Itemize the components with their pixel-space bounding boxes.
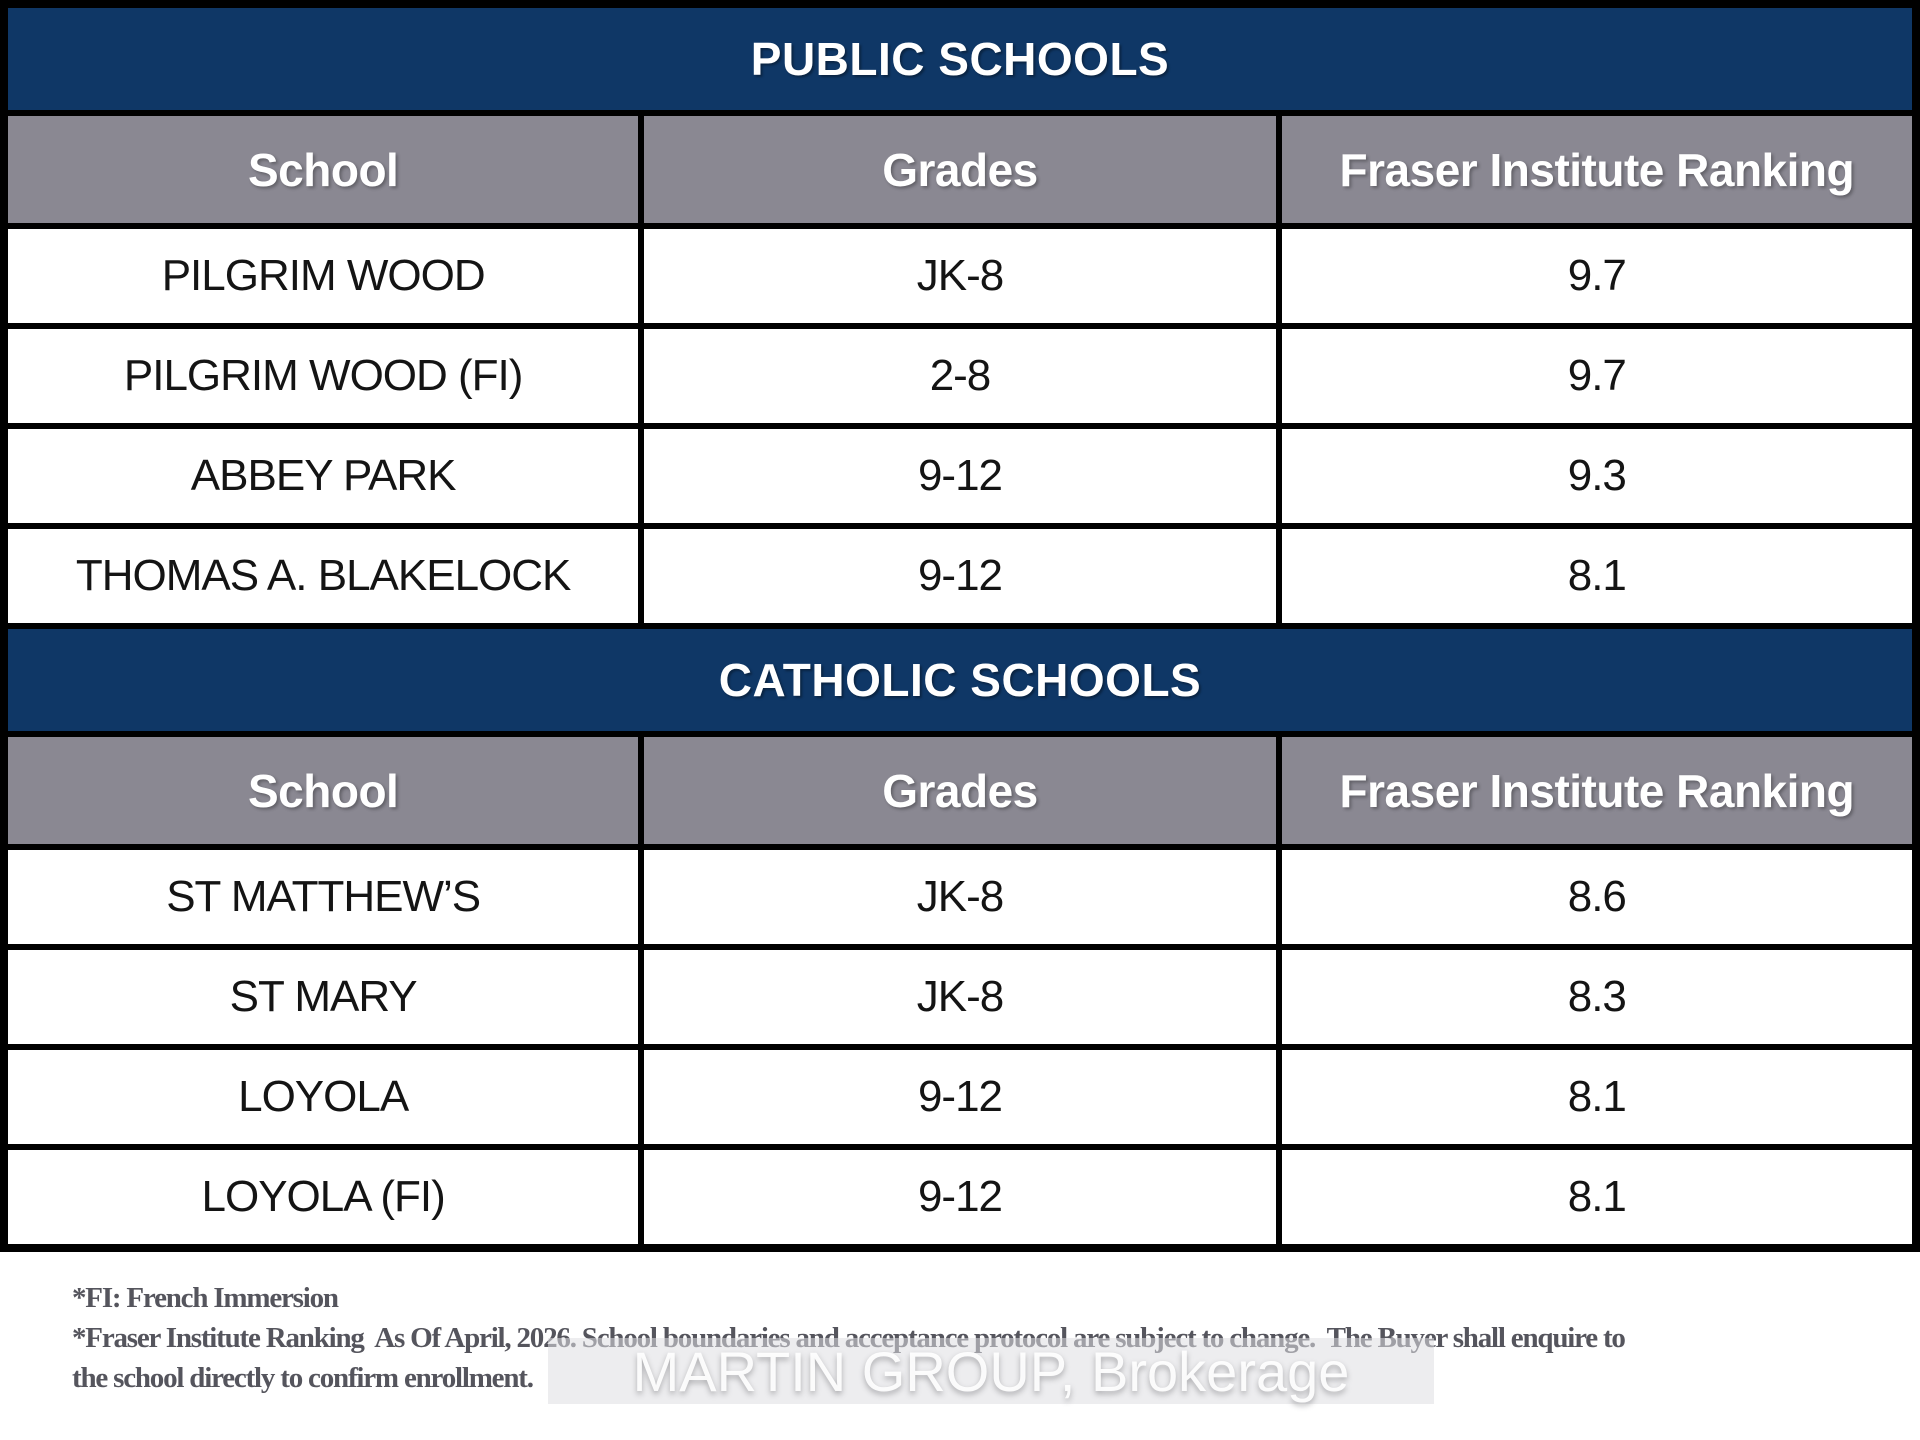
school-cell: ST MATTHEW’S	[0, 844, 645, 950]
grades-cell: JK-8	[638, 944, 1282, 1050]
ranking-cell: 8.3	[1275, 944, 1920, 1050]
ranking-cell: 8.1	[1275, 1144, 1920, 1251]
ranking-cell: 8.1	[1275, 523, 1920, 629]
footnote-french-immersion: *FI: French Immersion	[72, 1282, 339, 1314]
table-row: PILGRIM WOOD (FI) 2-8 9.7	[0, 323, 1920, 429]
grades-cell: 9-12	[638, 1044, 1282, 1150]
section-row-catholic: CATHOLIC SCHOOLS	[1, 623, 1919, 737]
school-cell: ST MARY	[0, 944, 645, 1050]
column-header-row-catholic: School Grades Fraser Institute Ranking	[0, 731, 1920, 850]
table-row: LOYOLA (FI) 9-12 8.1	[0, 1144, 1920, 1251]
column-header-grades: Grades	[638, 731, 1282, 850]
column-header-school: School	[0, 110, 645, 229]
column-header-ranking: Fraser Institute Ranking	[1275, 110, 1920, 229]
column-header-ranking: Fraser Institute Ranking	[1275, 731, 1920, 850]
column-header-grades: Grades	[638, 110, 1282, 229]
schools-table: PUBLIC SCHOOLS School Grades Fraser Inst…	[0, 0, 1920, 1252]
grades-cell: 9-12	[638, 523, 1282, 629]
school-cell: ABBEY PARK	[0, 423, 645, 529]
ranking-cell: 8.6	[1275, 844, 1920, 950]
table-row: THOMAS A. BLAKELOCK 9-12 8.1	[0, 523, 1920, 629]
column-header-school: School	[0, 731, 645, 850]
table-row: PILGRIM WOOD JK-8 9.7	[0, 223, 1920, 329]
school-cell: THOMAS A. BLAKELOCK	[0, 523, 645, 629]
section-row-public: PUBLIC SCHOOLS	[1, 1, 1919, 116]
column-header-row-public: School Grades Fraser Institute Ranking	[0, 110, 1920, 229]
table-row: LOYOLA 9-12 8.1	[0, 1044, 1920, 1150]
table-row: ST MATTHEW’S JK-8 8.6	[0, 844, 1920, 950]
grades-cell: 2-8	[638, 323, 1282, 429]
school-cell: LOYOLA	[0, 1044, 645, 1150]
grades-cell: JK-8	[638, 844, 1282, 950]
table-row: ST MARY JK-8 8.3	[0, 944, 1920, 1050]
brokerage-watermark: MARTIN GROUP, Brokerage	[548, 1338, 1434, 1404]
school-cell: PILGRIM WOOD (FI)	[0, 323, 645, 429]
grades-cell: 9-12	[638, 1144, 1282, 1251]
school-cell: LOYOLA (FI)	[0, 1144, 645, 1251]
grades-cell: 9-12	[638, 423, 1282, 529]
footnote-fraser-ranking-continued: the school directly to confirm enrollmen…	[72, 1362, 534, 1394]
ranking-cell: 8.1	[1275, 1044, 1920, 1150]
ranking-cell: 9.7	[1275, 223, 1920, 329]
school-cell: PILGRIM WOOD	[0, 223, 645, 329]
section-title-public: PUBLIC SCHOOLS	[1, 1, 1919, 116]
grades-cell: JK-8	[638, 223, 1282, 329]
ranking-cell: 9.3	[1275, 423, 1920, 529]
ranking-cell: 9.7	[1275, 323, 1920, 429]
table-row: ABBEY PARK 9-12 9.3	[0, 423, 1920, 529]
section-title-catholic: CATHOLIC SCHOOLS	[1, 623, 1919, 737]
